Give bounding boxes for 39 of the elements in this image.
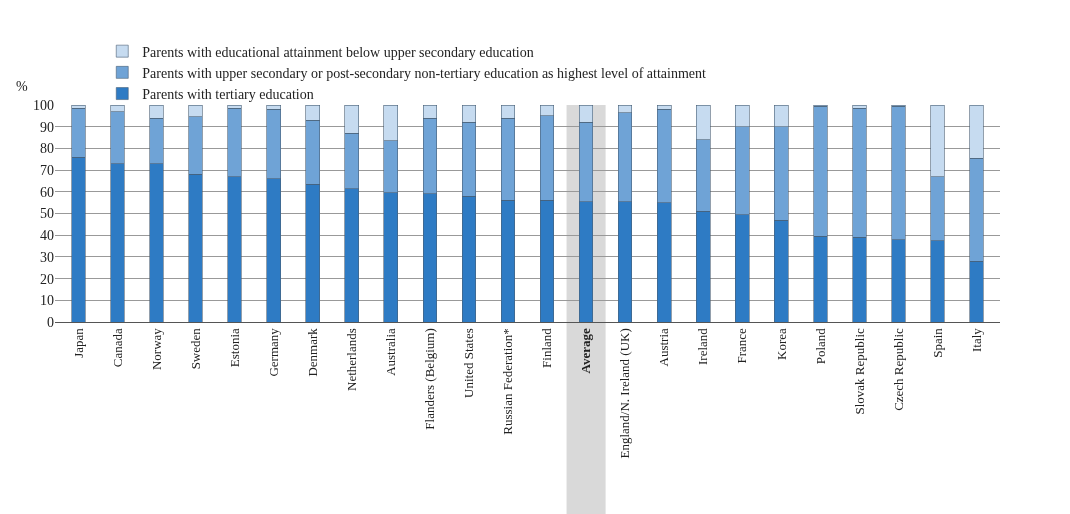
x-tick-label: Japan (70, 327, 86, 358)
x-tick-label: England/N. Ireland (UK) (617, 328, 633, 459)
x-tick-label: France (734, 327, 750, 364)
y-tick-label: 10 (40, 293, 54, 309)
x-tick-label: Poland (812, 327, 828, 365)
x-tick-label: Estonia (226, 327, 242, 368)
y-tick-label: 60 (40, 184, 54, 200)
legend-label: Parents with upper secondary or post-secondary non-tertiary education as highest level of attainment (142, 65, 707, 81)
x-tick-label: Ireland (695, 327, 711, 366)
x-tick-label: Spain (929, 327, 945, 358)
x-tick-label: Korea (773, 327, 789, 360)
y-tick-label: 30 (40, 249, 54, 265)
x-tick-label: Average (578, 327, 594, 374)
y-tick-label: 80 (40, 141, 54, 157)
y-tick-label: 70 (40, 163, 54, 178)
x-tick-label: Italy (968, 327, 984, 353)
x-tick-label: Australia (383, 327, 399, 376)
y-tick-label: 90 (40, 119, 54, 135)
y-tick-label: 100 (33, 97, 54, 113)
x-tick-label: Russian Federation* (500, 328, 516, 435)
x-tick-label: Canada (109, 327, 125, 368)
legend-label: Parents with tertiary education (142, 87, 314, 103)
x-tick-label: Finland (539, 327, 555, 368)
x-tick-label: Flanders (Belgium) (422, 328, 438, 430)
y-tick-label: 0 (47, 314, 54, 330)
x-tick-label: Sweden (187, 327, 203, 370)
y-tick-label: 50 (40, 206, 54, 222)
x-tick-label: Denmark (304, 327, 320, 377)
x-tick-label: Austria (656, 327, 672, 367)
x-tick-label: Czech Republic (890, 327, 906, 411)
legend-label: Parents with educational attainment below upper secondary education (142, 44, 534, 60)
x-tick-label: United States (461, 328, 477, 398)
x-tick-label: Slovak Republic (851, 327, 867, 415)
y-tick-label: 20 (40, 271, 54, 287)
x-tick-label: Germany (265, 327, 281, 377)
y-axis-title: % (16, 79, 28, 94)
y-tick-label: 40 (40, 228, 54, 244)
x-tick-label: Netherlands (344, 328, 360, 392)
x-tick-label: Norway (148, 327, 164, 371)
